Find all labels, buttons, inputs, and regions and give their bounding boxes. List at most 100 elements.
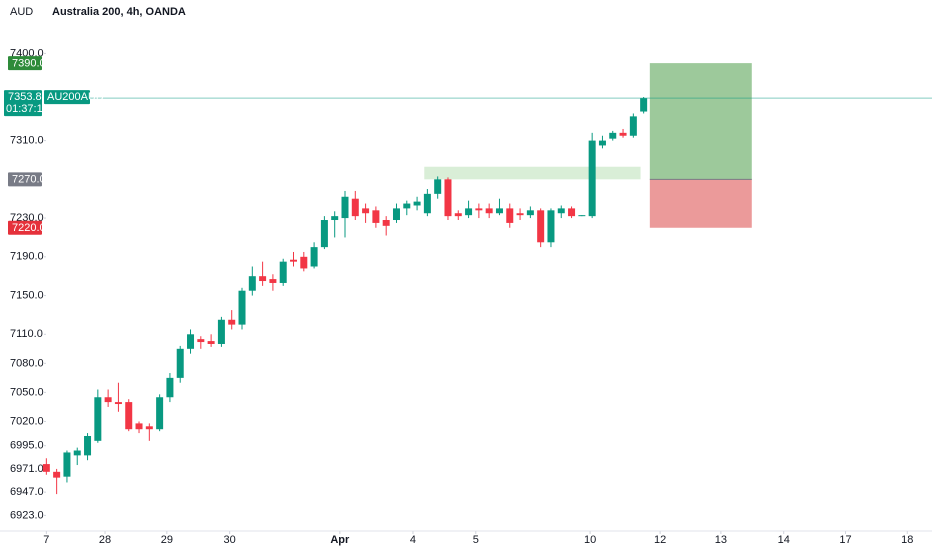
candle-body xyxy=(392,208,400,221)
candle-body xyxy=(640,98,648,112)
candle-body xyxy=(217,319,225,344)
candle-body xyxy=(42,464,50,472)
candle-body xyxy=(145,426,153,430)
x-tick-label: 17 xyxy=(839,534,851,546)
symbol-label: AU200AUD xyxy=(47,91,104,103)
y-tick-label: 6947.0 xyxy=(10,486,44,498)
candle-body xyxy=(187,334,195,349)
candle-body xyxy=(135,423,143,430)
candle-body xyxy=(104,397,112,403)
candle-body xyxy=(341,196,349,219)
candle-body xyxy=(125,402,133,430)
candle-body xyxy=(207,341,215,344)
x-tick-label: 29 xyxy=(161,534,173,546)
candle-body xyxy=(516,213,524,216)
countdown-label: 01:37:14 xyxy=(6,103,49,115)
y-tick-label: 7050.0 xyxy=(10,386,44,398)
candle-body xyxy=(475,208,483,211)
candle-body xyxy=(197,339,205,343)
x-tick-label: 7 xyxy=(43,534,49,546)
candle-body xyxy=(248,276,256,291)
candle-body xyxy=(228,319,236,325)
candle-body xyxy=(166,377,174,398)
x-tick-label: 30 xyxy=(224,534,236,546)
candle-body xyxy=(382,220,390,226)
candle-body xyxy=(114,402,122,405)
candle-body xyxy=(578,215,586,217)
candle-body xyxy=(619,132,627,136)
currency-label: AUD xyxy=(10,6,33,18)
y-tick-label: 7190.0 xyxy=(10,251,44,263)
candle-body xyxy=(444,179,452,217)
zone xyxy=(424,166,641,180)
x-tick-label: 18 xyxy=(901,534,913,546)
candle-body xyxy=(413,201,421,206)
candle-body xyxy=(269,279,277,283)
candle-body xyxy=(279,261,287,283)
candle-body xyxy=(156,397,164,430)
x-tick-label: 13 xyxy=(715,534,727,546)
y-tick-label: 6971.0 xyxy=(10,463,44,475)
x-tick-label: Apr xyxy=(330,534,350,546)
candle-body xyxy=(568,208,576,217)
candle-body xyxy=(598,140,606,146)
stop-price-label: 7220.0 xyxy=(12,222,46,234)
candle-body xyxy=(495,208,503,214)
last-price-box xyxy=(4,90,42,117)
x-tick-label: 5 xyxy=(473,534,479,546)
y-tick-label: 6995.0 xyxy=(10,440,44,452)
candle-body xyxy=(94,397,102,441)
candle-body xyxy=(526,210,534,216)
candle-body xyxy=(63,452,71,477)
candle-body xyxy=(351,198,359,217)
entry-price-label: 7270.0 xyxy=(12,174,46,186)
candle-body xyxy=(53,471,61,478)
candle-body xyxy=(485,208,493,214)
candle-body xyxy=(588,140,596,217)
candle-body xyxy=(372,210,380,223)
y-tick-label: 6923.0 xyxy=(10,509,44,521)
symbol-box xyxy=(44,90,90,105)
candle-body xyxy=(300,256,308,269)
candle-body xyxy=(290,259,298,262)
y-tick-label: 7150.0 xyxy=(10,289,44,301)
candle-body xyxy=(403,203,411,209)
stop-price-box xyxy=(8,220,42,235)
candle-body xyxy=(434,179,442,194)
candle-body xyxy=(73,450,81,456)
y-tick-label: 7020.0 xyxy=(10,415,44,427)
candle-body xyxy=(465,208,473,216)
candle-body xyxy=(238,290,246,325)
y-tick-label: 7080.0 xyxy=(10,357,44,369)
candle-body xyxy=(320,220,328,248)
y-tick-label: 7310.0 xyxy=(10,134,44,146)
target-price-box xyxy=(8,56,42,71)
x-tick-label: 28 xyxy=(99,534,111,546)
candle-body xyxy=(547,210,555,243)
chart-title: Australia 200, 4h, OANDA xyxy=(52,6,186,18)
candle-body xyxy=(84,435,92,456)
x-tick-label: 12 xyxy=(654,534,666,546)
candle-body xyxy=(454,213,462,217)
y-tick-label: 7110.0 xyxy=(10,328,43,340)
target-price-label: 7390.0 xyxy=(12,58,46,70)
x-tick-label: 14 xyxy=(778,534,790,546)
candle-body xyxy=(537,210,545,243)
candle-body xyxy=(259,276,267,282)
candle-body xyxy=(557,208,565,214)
entry-price-box xyxy=(8,172,42,187)
candle-body xyxy=(423,193,431,214)
candle-body xyxy=(629,116,637,136)
candle-body xyxy=(609,132,617,139)
position-target xyxy=(649,63,752,180)
candle-body xyxy=(331,216,339,221)
candle-body xyxy=(310,247,318,267)
position-stop xyxy=(649,179,752,228)
last-price-label: 7353.8 xyxy=(8,91,42,103)
candle-body xyxy=(506,208,514,223)
candle-body xyxy=(362,208,370,214)
x-tick-label: 4 xyxy=(410,534,416,546)
x-tick-label: 10 xyxy=(584,534,596,546)
